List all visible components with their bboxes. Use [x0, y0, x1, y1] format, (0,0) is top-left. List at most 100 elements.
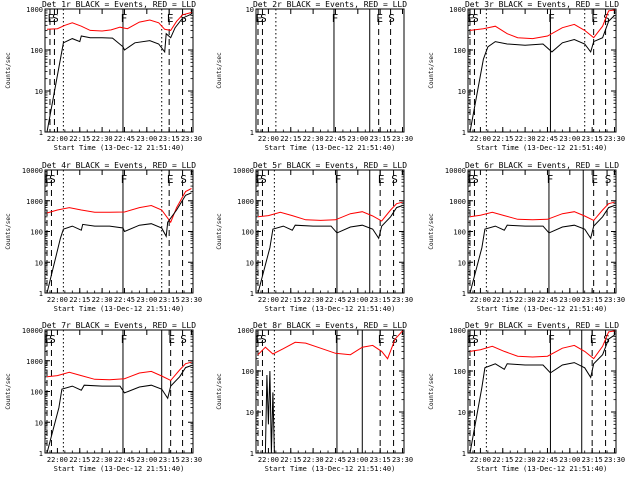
x-tick-label: 22:30 — [515, 456, 536, 464]
x-axis-label: Start Time (13-Dec-12 21:51:40) — [477, 465, 608, 473]
x-tick-label: 23:30 — [604, 296, 625, 304]
x-tick-label: 22:15 — [492, 135, 513, 143]
lld-series-line — [46, 12, 192, 32]
x-tick-label: 22:45 — [325, 296, 346, 304]
x-tick-label: 22:45 — [325, 456, 346, 464]
y-tick-label: 10000 — [22, 167, 43, 175]
y-tick-label: 1 — [462, 450, 466, 458]
plot-frame — [255, 8, 405, 133]
lld-series-line — [257, 201, 403, 222]
lld-series-line — [46, 361, 192, 382]
y-tick-label: 10 — [458, 259, 466, 267]
panel-3: Det 3r BLACK = Events, RED = LLD 1 10 100 10… — [428, 0, 625, 152]
event-marker-label: F — [335, 173, 342, 186]
y-tick-label: 10 — [35, 88, 43, 96]
x-tick-label: 22:30 — [515, 135, 536, 143]
y-tick-label: 1000 — [26, 198, 43, 206]
y-tick-label: 1 — [39, 129, 43, 137]
event-marker-label: S — [472, 12, 479, 25]
event-marker-label: S — [52, 12, 59, 25]
event-marker-label: E — [468, 333, 475, 346]
x-tick-label: 23:15 — [159, 456, 180, 464]
y-axis-label: Counts/sec — [5, 373, 12, 410]
event-marker-label: S — [472, 333, 479, 346]
x-tick-label: 22:30 — [515, 296, 536, 304]
event-marker-label: E — [256, 173, 263, 186]
y-tick-label: 10 — [458, 409, 466, 417]
plot-frame — [467, 329, 617, 454]
events-series-line — [264, 370, 275, 454]
event-marker-label: E — [591, 12, 598, 25]
y-tick-label: 10000 — [445, 167, 466, 175]
plot-frame — [467, 8, 617, 133]
event-marker-label: E — [167, 12, 174, 25]
x-tick-label: 22:30 — [303, 135, 324, 143]
lld-series-line — [469, 9, 615, 40]
event-marker-label: E — [378, 173, 385, 186]
y-tick-label: 100 — [241, 229, 254, 237]
x-tick-label: 23:15 — [582, 135, 603, 143]
x-tick-label: 22:00 — [258, 456, 279, 464]
panel-5: Det 5r BLACK = Events, RED = LLD 1 10 100 10… — [216, 161, 413, 313]
x-axis-label: Start Time (13-Dec-12 21:51:40) — [265, 144, 396, 152]
x-tick-label: 22:45 — [537, 135, 558, 143]
panel-8: Det 8r BLACK = Events, RED = LLD 1 10 100 10… — [216, 321, 413, 473]
x-tick-label: 22:30 — [303, 456, 324, 464]
panel-title: Det 7r BLACK = Events, RED = LLD — [42, 321, 196, 330]
panel-title: Det 3r BLACK = Events, RED = LLD — [465, 0, 619, 9]
y-tick-label: 1 — [462, 129, 466, 137]
y-axis-label: Counts/sec — [428, 52, 435, 89]
x-axis-label: Start Time (13-Dec-12 21:51:40) — [54, 465, 185, 473]
x-tick-label: 23:30 — [604, 456, 625, 464]
lld-series-line — [469, 330, 615, 360]
x-tick-label: 22:00 — [47, 456, 68, 464]
x-tick-label: 23:15 — [159, 135, 180, 143]
x-tick-label: 23:00 — [347, 296, 368, 304]
y-axis-label: Counts/sec — [216, 213, 223, 250]
panel-4: Det 4r BLACK = Events, RED = LLD 1 10 100 10… — [5, 161, 202, 313]
panel-9: Det 9r BLACK = Events, RED = LLD 1 10 100 10… — [428, 321, 625, 473]
y-tick-label: 1 — [462, 290, 466, 298]
y-tick-label: 1 — [250, 129, 254, 137]
plot-frame — [44, 8, 194, 133]
event-marker-label: E — [590, 333, 597, 346]
y-tick-label: 1000 — [237, 198, 254, 206]
x-axis-label: Start Time (13-Dec-12 21:51:40) — [477, 144, 608, 152]
x-tick-label: 22:00 — [258, 135, 279, 143]
y-axis-label: Counts/sec — [5, 213, 12, 250]
x-axis-label: Start Time (13-Dec-12 21:51:40) — [265, 305, 396, 313]
x-tick-label: 22:45 — [537, 456, 558, 464]
x-tick-label: 22:45 — [325, 135, 346, 143]
event-marker-label: E — [376, 12, 383, 25]
x-tick-label: 22:30 — [92, 456, 113, 464]
x-tick-label: 22:15 — [280, 456, 301, 464]
y-tick-label: 1 — [39, 290, 43, 298]
y-tick-label: 100 — [453, 47, 466, 55]
x-axis-label: Start Time (13-Dec-12 21:51:40) — [265, 465, 396, 473]
x-tick-label: 23:30 — [392, 456, 413, 464]
event-marker-label: E — [468, 173, 475, 186]
y-tick-label: 1000 — [237, 327, 254, 335]
event-marker-label: E — [45, 333, 52, 346]
x-tick-label: 22:30 — [92, 135, 113, 143]
x-tick-label: 23:00 — [136, 135, 157, 143]
x-tick-label: 23:15 — [582, 296, 603, 304]
y-tick-label: 100 — [30, 47, 43, 55]
x-tick-label: 23:00 — [136, 456, 157, 464]
event-marker-label: F — [121, 173, 128, 186]
y-tick-label: 1000 — [449, 198, 466, 206]
event-marker-label: S — [388, 12, 395, 25]
panel-title: Det 2r BLACK = Events, RED = LLD — [253, 0, 407, 9]
panel-title: Det 5r BLACK = Events, RED = LLD — [253, 161, 407, 170]
x-tick-label: 22:45 — [537, 296, 558, 304]
y-tick-label: 100 — [453, 229, 466, 237]
event-marker-label: S — [260, 333, 267, 346]
event-marker-label: F — [547, 173, 554, 186]
events-series-line — [46, 13, 192, 133]
x-tick-label: 23:30 — [392, 296, 413, 304]
y-axis-label: Counts/sec — [216, 52, 223, 89]
y-tick-label: 10000 — [233, 167, 254, 175]
event-marker-label: E — [468, 12, 475, 25]
lld-series-line — [469, 201, 615, 222]
